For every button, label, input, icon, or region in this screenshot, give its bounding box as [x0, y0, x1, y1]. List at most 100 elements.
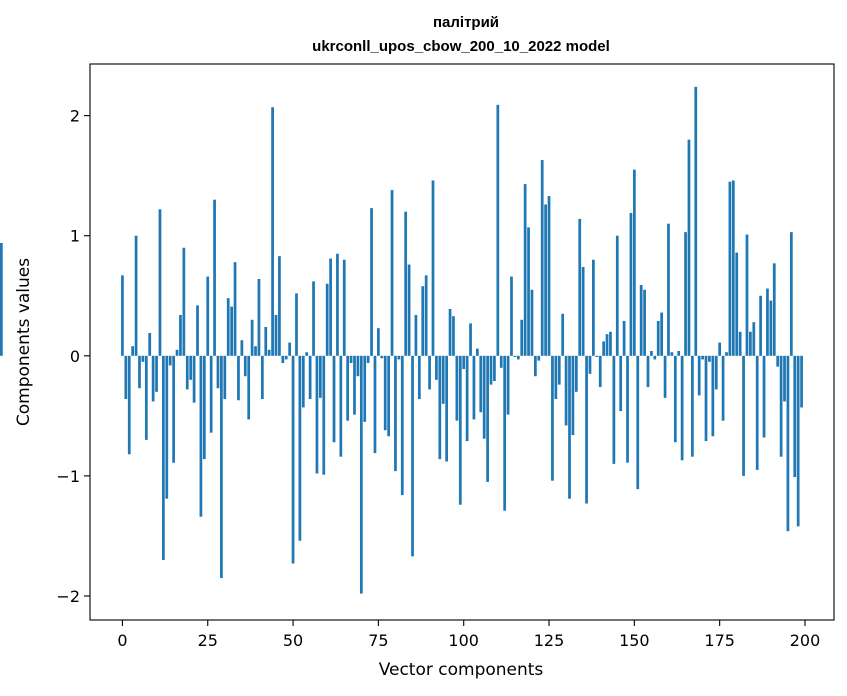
bar-178	[728, 181, 732, 356]
bar-series	[0, 86, 803, 594]
bar-186	[755, 355, 759, 470]
bar-48	[284, 355, 288, 360]
bar-19	[185, 355, 189, 390]
bar-104	[475, 348, 479, 356]
bar-119	[527, 227, 530, 356]
chart-title: палітрий	[433, 14, 499, 31]
bar-117	[520, 319, 524, 356]
bar-5	[138, 355, 141, 389]
bar-191	[772, 263, 776, 356]
bar-109	[493, 355, 496, 382]
bar-54	[305, 352, 309, 356]
bar-40	[257, 278, 261, 356]
bar-116	[516, 355, 520, 360]
x-tick-label: 75	[368, 631, 388, 650]
bar-165	[684, 232, 687, 356]
bar-73	[370, 208, 373, 356]
bar-23	[199, 355, 203, 517]
bar-69	[356, 355, 360, 377]
bar-49	[288, 342, 292, 356]
y-tick-label: −2	[56, 587, 80, 606]
bar-63	[336, 253, 339, 356]
bar-74	[373, 355, 377, 454]
bar-90	[428, 355, 431, 390]
bar-174	[714, 355, 718, 390]
bar-140	[598, 355, 602, 388]
bar-131	[568, 355, 571, 499]
bar-15	[172, 355, 175, 463]
bar-20	[189, 355, 193, 380]
bar-111	[499, 355, 503, 368]
bar-44	[271, 107, 274, 356]
bar-55	[308, 355, 312, 400]
bar-180	[735, 252, 739, 356]
bar-175	[718, 342, 722, 356]
bar-106	[482, 355, 486, 439]
bar-24	[202, 355, 206, 460]
x-tick-label: 175	[704, 631, 735, 650]
bar-79	[390, 190, 394, 356]
bar-67	[349, 355, 353, 364]
bar-137	[588, 355, 592, 374]
bar-59	[322, 355, 326, 475]
bar-193	[779, 355, 783, 457]
bar-166	[687, 139, 691, 356]
bar-110	[496, 104, 500, 356]
bar-85	[411, 355, 414, 557]
bar-145	[615, 235, 619, 356]
bar-155	[650, 351, 653, 356]
bar-72	[366, 355, 370, 364]
bar-71	[363, 355, 367, 422]
bar-168	[694, 86, 698, 356]
bar-95	[445, 355, 449, 462]
bar-143	[609, 331, 612, 356]
bar-87	[417, 355, 421, 400]
bar-99	[458, 355, 462, 505]
bar-58	[319, 355, 322, 398]
bar-93	[438, 355, 442, 460]
bar-171	[704, 355, 708, 442]
bar-199	[800, 355, 803, 408]
bar-142	[605, 334, 609, 356]
bar-41	[260, 355, 264, 400]
x-tick-label: 150	[619, 631, 650, 650]
bar-118	[523, 184, 527, 356]
plot-area-frame	[89, 63, 835, 621]
bar-134	[578, 218, 582, 356]
bar-148	[626, 355, 629, 463]
chart-subtitle: ukrconll_upos_cbow_200_10_2022 model	[312, 38, 610, 55]
bar-185	[752, 322, 756, 356]
bar-34	[237, 355, 240, 401]
y-tick-label: −1	[56, 467, 80, 486]
bar-89	[424, 275, 428, 356]
x-axis-label: Vector components	[379, 660, 544, 680]
bar-167	[691, 355, 694, 457]
bar-132	[571, 355, 575, 436]
y-tick-label: 0	[70, 347, 80, 366]
x-tick-label: 200	[790, 631, 821, 650]
bar-96	[448, 308, 452, 356]
bar-181	[738, 331, 742, 356]
bar-176	[721, 355, 725, 421]
bar-25	[206, 276, 210, 356]
bar-130	[564, 355, 568, 426]
bar-197	[793, 355, 797, 478]
bar-92	[435, 355, 438, 380]
bar-70	[359, 355, 363, 594]
bar-27	[213, 199, 216, 356]
bar-124	[544, 204, 547, 356]
bar-14	[168, 355, 172, 366]
bar-170	[701, 355, 704, 360]
bar-151	[636, 355, 640, 490]
bar-164	[680, 355, 684, 461]
bar-94	[441, 355, 445, 404]
x-tick-label: 100	[448, 631, 479, 650]
bar-138	[592, 259, 595, 356]
bar-0	[121, 275, 124, 356]
bar-135	[581, 266, 585, 356]
bar-43	[267, 349, 271, 356]
bar-113	[506, 355, 510, 415]
x-axis-ticks: 0 25 50 75 100 125 150 175 200	[117, 620, 820, 650]
bar-82	[400, 355, 404, 496]
